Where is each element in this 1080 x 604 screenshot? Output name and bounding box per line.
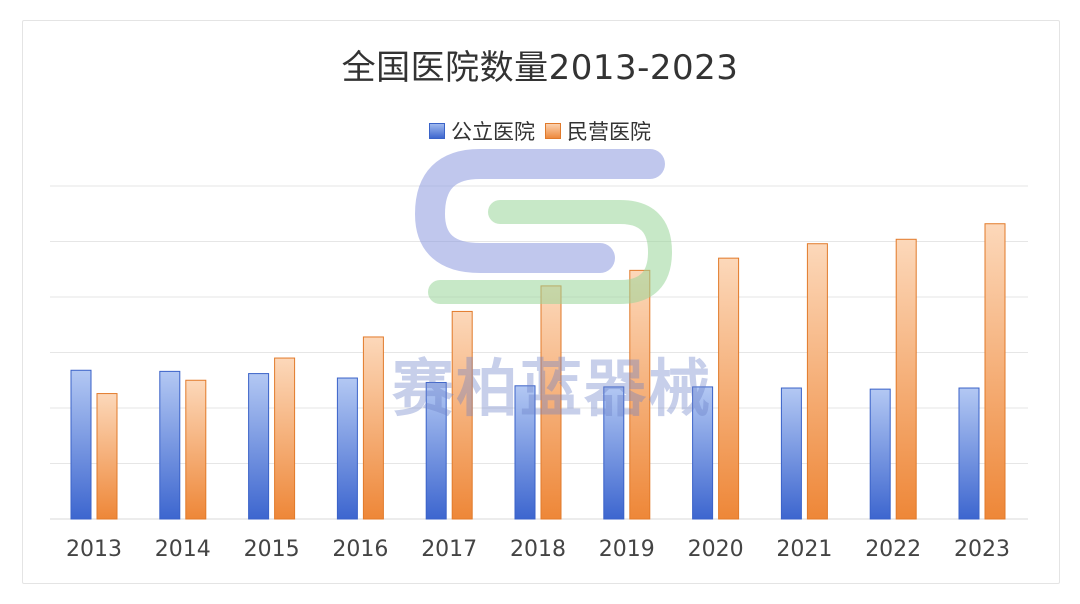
x-tick-label: 2013 (66, 537, 122, 562)
x-tick-label: 2014 (155, 537, 211, 562)
x-tick-label: 2018 (510, 537, 566, 562)
s-logo-icon (414, 149, 673, 304)
legend-item-private: 民营医院 (545, 116, 651, 146)
legend-swatch-private (545, 123, 561, 139)
bar-public-2017 (425, 381, 447, 520)
bars (70, 223, 1006, 520)
bar-private-2016 (362, 336, 384, 520)
bar-public-2016 (336, 377, 358, 520)
bar-public-2021 (780, 387, 802, 520)
bar-public-2018 (514, 385, 536, 520)
x-tick-label: 2015 (244, 537, 300, 562)
gridlines (50, 185, 1028, 520)
x-tick-label: 2019 (599, 537, 655, 562)
x-tick-labels: 2013 2014 2015 2016 2017 2018 2019 2020 2021 2022… (66, 537, 1010, 562)
bar-public-2019 (603, 386, 625, 520)
legend-label-private: 民营医院 (567, 120, 651, 144)
bar-private-2013 (96, 393, 118, 520)
x-tick-label: 2023 (954, 537, 1010, 562)
legend-swatch-public (429, 123, 445, 139)
x-tick-label: 2017 (421, 537, 477, 562)
x-tick-label: 2016 (332, 537, 388, 562)
bar-public-2020 (692, 386, 714, 520)
x-tick-label: 2022 (865, 537, 921, 562)
x-tick-label: 2020 (688, 537, 744, 562)
bar-public-2015 (248, 373, 270, 520)
bar-private-2023 (984, 223, 1006, 520)
chart-title: 全国医院数量2013-2023 (341, 48, 739, 88)
bar-private-2022 (895, 238, 917, 520)
bar-private-2020 (718, 257, 740, 520)
bar-public-2013 (70, 369, 92, 520)
bar-private-2021 (806, 243, 828, 520)
legend-item-public: 公立医院 (429, 116, 535, 146)
bar-private-2017 (451, 310, 473, 520)
bar-private-2015 (274, 357, 296, 520)
bar-private-2019 (629, 269, 651, 520)
bar-private-2014 (185, 379, 207, 520)
chart-legend: 公立医院 民营医院 (0, 116, 1080, 146)
bar-public-2022 (869, 388, 891, 520)
legend-label-public: 公立医院 (451, 120, 535, 144)
bar-public-2023 (958, 387, 980, 520)
x-tick-label: 2021 (776, 537, 832, 562)
watermark-text: 赛柏蓝器械 (392, 352, 713, 425)
bar-public-2014 (159, 370, 181, 520)
